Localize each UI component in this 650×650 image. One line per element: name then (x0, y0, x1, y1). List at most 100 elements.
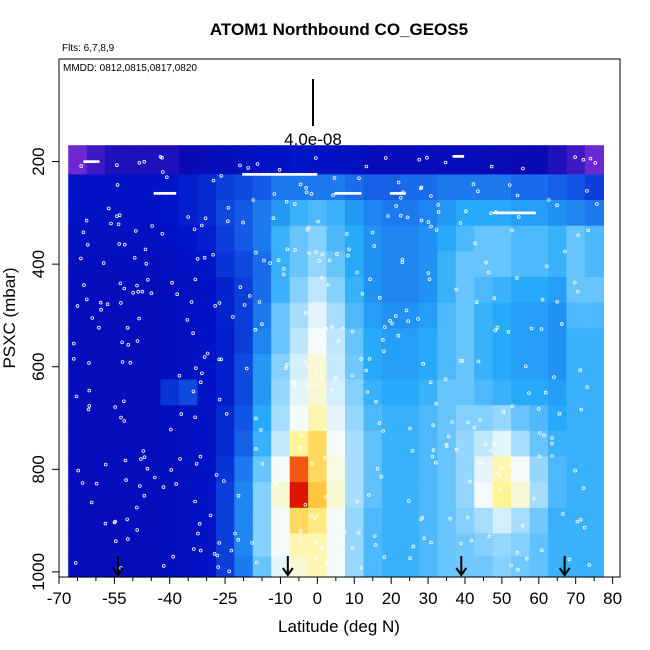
sample-marker (283, 172, 287, 176)
heat-cell (455, 302, 475, 329)
heat-cell (363, 174, 383, 201)
heat-cell (511, 328, 531, 355)
heat-cell (197, 379, 217, 406)
sample-marker (217, 301, 222, 305)
heat-cell (308, 145, 328, 175)
sample-marker (171, 554, 176, 559)
sample-marker (547, 198, 551, 202)
heat-cell (123, 277, 143, 304)
sample-marker (544, 264, 549, 269)
sample-marker (122, 286, 127, 291)
sample-marker (137, 161, 142, 165)
sample-marker (450, 420, 455, 424)
heat-cell (179, 145, 199, 175)
sample-marker (394, 204, 399, 208)
sample-marker (493, 328, 498, 333)
sample-marker (443, 160, 448, 165)
sample-marker (391, 191, 395, 195)
sample-marker (153, 475, 157, 480)
heat-cell (345, 456, 365, 483)
heat-cell (308, 302, 328, 329)
sample-marker (97, 325, 101, 330)
sample-marker (72, 356, 76, 361)
sample-marker (382, 555, 387, 559)
sample-marker (281, 517, 285, 522)
heat-cell (437, 328, 457, 355)
sample-marker (284, 199, 289, 204)
heat-cell (437, 533, 457, 558)
heat-cell (252, 225, 272, 252)
sample-marker (341, 191, 344, 195)
sample-marker (79, 256, 83, 261)
sample-marker (125, 517, 129, 522)
sample-marker (277, 167, 282, 172)
sample-marker (205, 351, 210, 356)
heat-cell (234, 251, 254, 278)
heat-cell (197, 145, 217, 175)
sample-marker (90, 160, 93, 164)
sample-marker (492, 442, 496, 446)
sample-marker (527, 391, 531, 395)
sample-marker (386, 214, 390, 218)
sample-marker (578, 368, 582, 373)
heat-cell (252, 277, 272, 304)
heat-cell (418, 200, 438, 227)
sample-marker (84, 218, 89, 223)
heat-cell (345, 353, 365, 381)
heat-cell (455, 379, 475, 406)
sample-marker (227, 569, 232, 574)
sample-marker (241, 220, 245, 225)
heat-cell (86, 251, 106, 278)
sample-marker (446, 434, 451, 439)
sample-marker (72, 341, 76, 346)
sample-marker (375, 466, 380, 471)
sample-marker (268, 172, 272, 176)
x-tick-label: 30 (419, 589, 438, 608)
heat-cell (289, 174, 309, 201)
sample-marker (561, 512, 565, 516)
sample-marker (466, 420, 471, 425)
heat-cell (86, 533, 106, 558)
heat-cell (363, 533, 383, 558)
heat-cell (234, 200, 254, 227)
sample-marker (515, 193, 520, 198)
sample-marker (359, 357, 363, 361)
heat-cell (142, 174, 162, 201)
sample-marker (211, 253, 215, 257)
heat-cell (529, 302, 549, 329)
sample-marker (347, 247, 351, 252)
heat-cell (345, 251, 365, 278)
sample-marker (498, 487, 503, 492)
heat-cell (105, 277, 125, 304)
heat-cell (511, 430, 531, 457)
heat-cell (326, 251, 346, 278)
sample-marker (82, 283, 86, 287)
sample-marker (342, 530, 347, 535)
heat-cell (215, 482, 235, 509)
sample-marker (426, 271, 431, 275)
sample-marker (192, 227, 197, 232)
heat-cell (123, 251, 143, 278)
heat-cell (234, 328, 254, 355)
sample-marker (115, 214, 119, 219)
sample-marker (509, 563, 513, 568)
sample-marker (186, 215, 191, 219)
sample-marker (314, 540, 319, 544)
heat-cell (474, 277, 494, 304)
sample-marker (87, 388, 92, 393)
sample-marker (215, 553, 220, 558)
heat-cell (271, 277, 291, 304)
heat-cell (142, 353, 162, 381)
heat-cell (105, 302, 125, 329)
sample-marker (117, 242, 121, 246)
sample-marker (123, 242, 127, 247)
heat-cell (142, 430, 162, 457)
heat-cell (548, 353, 568, 381)
sample-marker (519, 466, 524, 471)
sample-marker (236, 537, 241, 542)
heat-cell (197, 482, 217, 509)
y-axis: 200 400 600 800 1000 (29, 147, 59, 591)
heat-cell (326, 353, 346, 381)
heat-cell (68, 174, 88, 201)
sample-marker (160, 155, 164, 160)
